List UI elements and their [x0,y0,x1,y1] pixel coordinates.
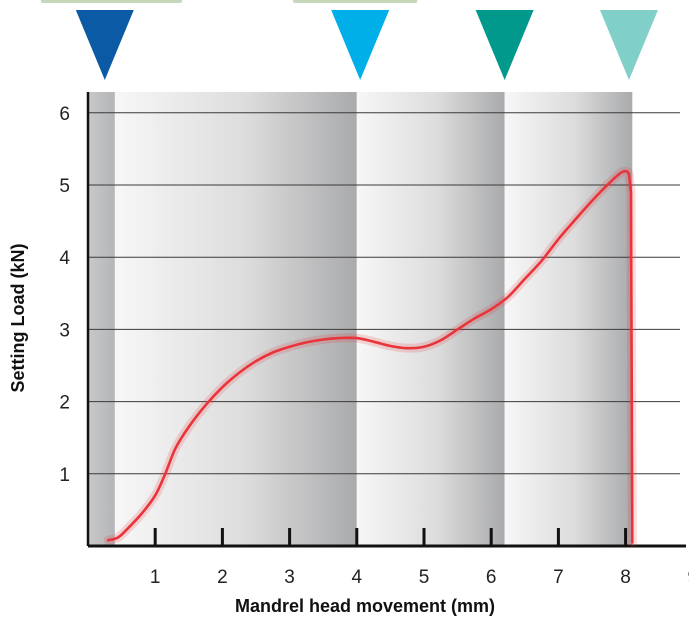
y-tick-label-1: 1 [59,465,70,486]
x-tick-label-4: 4 [352,567,363,588]
x-tick-label-5: 5 [419,567,430,588]
y-tick-label-5: 5 [59,176,70,197]
y-tick-label-6: 6 [59,104,70,125]
marker-tabs [40,0,418,3]
phase-marker-4 [599,10,658,80]
x-tick-label-2: 2 [217,567,228,588]
axes [86,92,686,548]
phase-band-3 [356,92,505,546]
series-1-line [106,169,634,544]
grid-lines [88,112,680,475]
y-tick-label-3: 3 [59,320,70,341]
phase-marker-1 [75,10,134,80]
tick-labels: 1 2 3 4 5 6 7 8 9 1 2 3 4 5 6 [59,104,689,588]
x-axis-title: Mandrel head movement (mm) [235,596,495,616]
series-layer [103,166,637,547]
x-tick-label-9: 9 [688,567,689,588]
marker-tab-2 [292,0,418,3]
phase-bands [88,92,633,546]
x-tick-label-7: 7 [553,567,564,588]
x-tick-label-6: 6 [486,567,497,588]
x-tick-label-8: 8 [620,567,631,588]
phase-band-4 [504,92,633,546]
phase-marker-2 [331,10,390,80]
marker-tab-1 [40,0,183,3]
phase-band-1 [88,92,115,546]
x-tick-label-3: 3 [284,567,295,588]
y-tick-label-2: 2 [59,393,70,414]
x-tick-label-1: 1 [150,567,161,588]
y-axis-title: Setting Load (kN) [8,244,28,393]
phase-band-2 [114,92,357,546]
phase-markers [75,10,658,80]
y-tick-label-4: 4 [59,248,70,269]
phase-marker-3 [475,10,534,80]
